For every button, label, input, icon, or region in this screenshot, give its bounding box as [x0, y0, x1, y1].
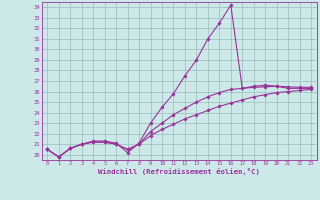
X-axis label: Windchill (Refroidissement éolien,°C): Windchill (Refroidissement éolien,°C) — [98, 168, 260, 175]
